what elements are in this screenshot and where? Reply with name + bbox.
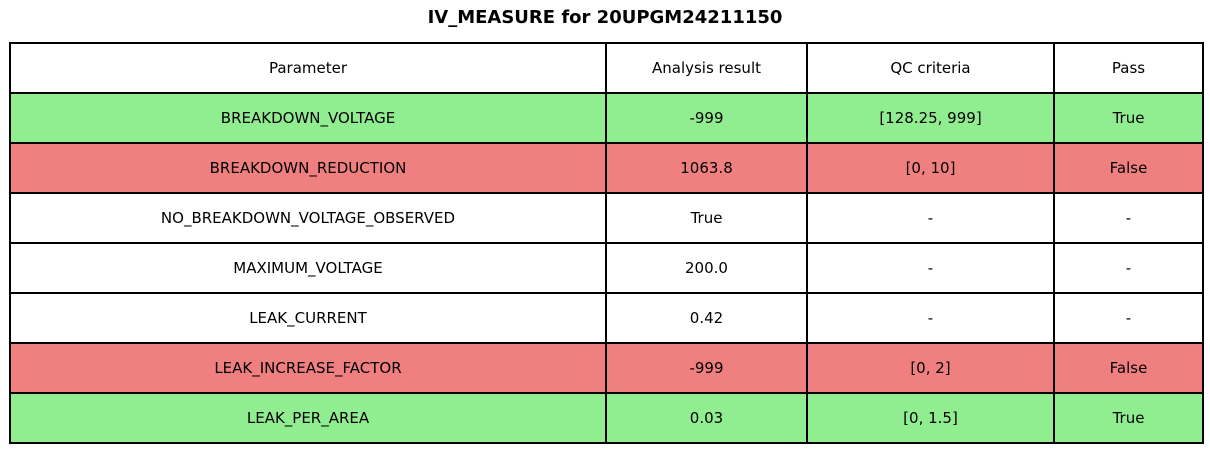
table-row: LEAK_PER_AREA 0.03 [0, 1.5] True xyxy=(9,392,1204,444)
table-row: MAXIMUM_VOLTAGE 200.0- - xyxy=(9,242,1204,294)
cell-qc-criteria: [0, 1.5] xyxy=(806,392,1055,444)
table-row: LEAK_INCREASE_FACTOR -999 [0, 2] False xyxy=(9,342,1204,394)
header-row: Parameter Analysis result QC criteria Pa… xyxy=(9,42,1204,94)
cell-parameter: BREAKDOWN_VOLTAGE xyxy=(9,92,607,144)
cell-parameter: LEAK_INCREASE_FACTOR xyxy=(9,342,607,394)
table-row: BREAKDOWN_VOLTAGE -999 [128.25, 999] True xyxy=(9,92,1204,144)
header-analysis-result: Analysis result xyxy=(605,42,808,94)
cell-analysis-result: 200.0 xyxy=(605,242,808,294)
cell-analysis-result: True xyxy=(605,192,808,244)
cell-analysis-result: 0.03 xyxy=(605,392,808,444)
cell-pass: - xyxy=(1053,242,1204,294)
header-parameter: Parameter xyxy=(9,42,607,94)
cell-analysis-result: 1063.8 xyxy=(605,142,808,194)
cell-analysis-result: 0.42 xyxy=(605,292,808,344)
cell-parameter: MAXIMUM_VOLTAGE xyxy=(9,242,607,294)
cell-pass: False xyxy=(1053,142,1204,194)
cell-parameter: LEAK_PER_AREA xyxy=(9,392,607,444)
qc-table: Parameter Analysis result QC criteria Pa… xyxy=(9,42,1204,444)
cell-qc-criteria: [128.25, 999] xyxy=(806,92,1055,144)
cell-parameter: BREAKDOWN_REDUCTION xyxy=(9,142,607,194)
cell-analysis-result: -999 xyxy=(605,92,808,144)
cell-analysis-result: -999 xyxy=(605,342,808,394)
qc-table-body: BREAKDOWN_VOLTAGE -999 [128.25, 999] True BR… xyxy=(9,92,1204,444)
cell-pass: - xyxy=(1053,192,1204,244)
cell-qc-criteria: - xyxy=(806,292,1055,344)
header-pass: Pass xyxy=(1053,42,1204,94)
cell-parameter: NO_BREAKDOWN_VOLTAGE_OBSERVED xyxy=(9,192,607,244)
cell-pass: True xyxy=(1053,392,1204,444)
figure-title: IV_MEASURE for 20UPGM24211150 xyxy=(427,7,783,28)
cell-qc-criteria: - xyxy=(806,242,1055,294)
table-row: LEAK_CURRENT 0.42- - xyxy=(9,292,1204,344)
cell-qc-criteria: [0, 2] xyxy=(806,342,1055,394)
table-row: BREAKDOWN_REDUCTION 1063.8 [0, 10] False xyxy=(9,142,1204,194)
cell-pass: False xyxy=(1053,342,1204,394)
cell-pass: - xyxy=(1053,292,1204,344)
header-qc-criteria: QC criteria xyxy=(806,42,1055,94)
cell-qc-criteria: - xyxy=(806,192,1055,244)
cell-qc-criteria: [0, 10] xyxy=(806,142,1055,194)
cell-parameter: LEAK_CURRENT xyxy=(9,292,607,344)
table-row: NO_BREAKDOWN_VOLTAGE_OBSERVED True - - xyxy=(9,192,1204,244)
cell-pass: True xyxy=(1053,92,1204,144)
